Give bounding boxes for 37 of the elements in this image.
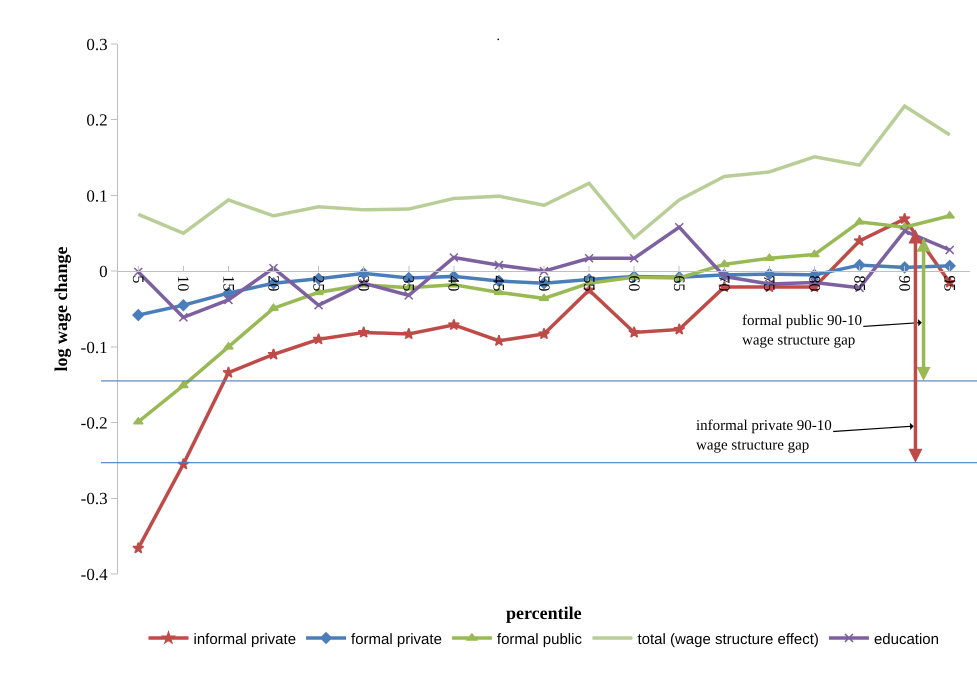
y-tick-label: -0.3	[80, 489, 108, 508]
y-tick-label: -0.4	[80, 564, 108, 584]
x-tick-label: 40	[444, 275, 462, 292]
x-tick-label: 20	[264, 275, 282, 292]
annotation: formal public 90-10 wage structure gap	[742, 313, 862, 348]
x-tick-label: 10	[174, 275, 192, 292]
x-tick-label: 55	[580, 275, 597, 292]
x-tick-label: 50	[534, 275, 552, 292]
x-tick-label: 70	[715, 275, 732, 292]
annotation: informal private 90-10 wage structure gap	[696, 418, 832, 454]
legend-label: education	[874, 630, 940, 648]
x-tick-label: 15	[219, 275, 236, 292]
x-tick-label: 25	[309, 275, 326, 292]
legend-label: formal private	[351, 630, 442, 648]
y-tick-label: 0	[99, 262, 108, 282]
chart-title: .	[496, 29, 500, 44]
y-tick-label: 0.2	[86, 110, 108, 130]
x-tick-label: 30	[354, 275, 372, 292]
x-tick-label: 35	[400, 275, 417, 292]
y-tick-label: -0.2	[80, 414, 108, 433]
x-tick-label: 45	[490, 275, 507, 292]
y-tick-label: 0.3	[86, 34, 108, 54]
x-tick-label: 65	[670, 275, 688, 292]
x-tick-label: 60	[624, 275, 642, 292]
y-tick-label: 0.1	[86, 186, 108, 206]
x-tick-label: 80	[805, 275, 822, 292]
legend-label: informal private	[194, 630, 296, 648]
y-axis-title: log wage change	[50, 246, 71, 372]
x-tick-label: 90	[895, 275, 912, 292]
x-tick-label: 95	[940, 275, 958, 292]
x-tick-label: 85	[850, 275, 868, 292]
y-tick-label: -0.1	[80, 338, 108, 357]
legend-label: formal public	[496, 630, 582, 648]
x-tick-label: 5	[129, 275, 146, 284]
x-axis-title: percentile	[506, 603, 582, 623]
legend-label: total (wage structure effect)	[637, 630, 819, 648]
x-tick-label: 75	[760, 275, 778, 292]
